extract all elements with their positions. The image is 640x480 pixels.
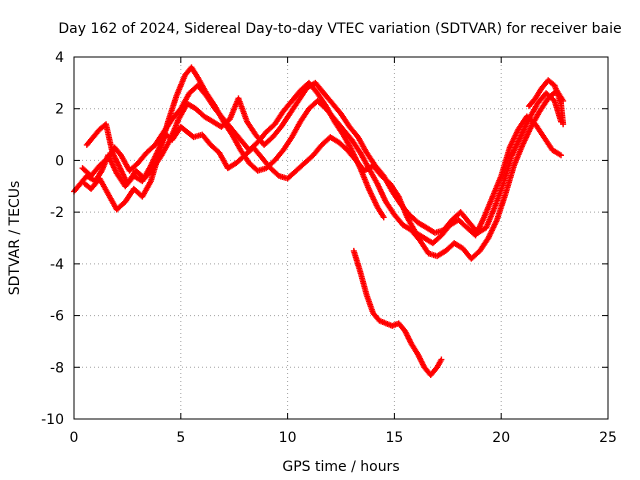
y-tick-label: -10 [41,412,64,428]
y-tick-label: -2 [50,205,64,221]
chart-title: Day 162 of 2024, Sidereal Day-to-day VTE… [58,21,621,37]
y-tick-label: 0 [55,153,64,169]
y-tick-label: -8 [50,360,64,376]
y-axis-label: SDTVAR / TECUs [7,181,23,296]
series-track-e [525,77,567,128]
data-point [438,356,445,363]
axis-ticks: 0 5 10 15 20 25 -10 -8 -6 -4 -2 0 2 4 [41,50,617,446]
x-tick-label: 10 [279,430,297,446]
x-tick-label: 5 [176,430,185,446]
series-track-f [350,247,445,379]
grid [74,57,608,419]
x-tick-label: 20 [492,430,510,446]
x-tick-label: 25 [599,430,617,446]
y-tick-label: -4 [50,257,64,273]
data-point [380,214,387,221]
plot-frame [73,56,609,420]
y-tick-label: 4 [55,50,64,66]
data-marks [71,64,567,379]
data-point [560,121,567,128]
y-tick-label: 2 [55,102,64,118]
series-track-d [79,79,387,221]
x-tick-label: 0 [70,430,79,446]
data-point [558,152,565,159]
y-tick-label: -6 [50,309,64,325]
x-tick-label: 15 [385,430,403,446]
x-axis-label: GPS time / hours [282,459,399,475]
